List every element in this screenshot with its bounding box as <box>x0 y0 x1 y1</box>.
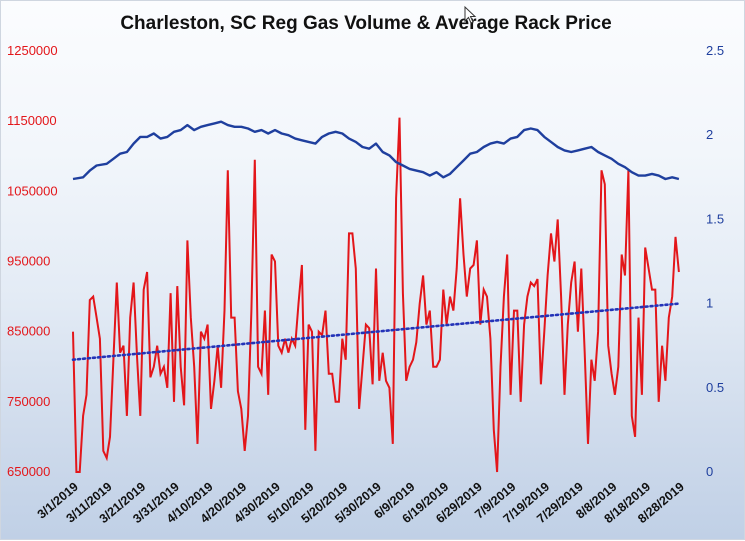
chart-title: Charleston, SC Reg Gas Volume & Average … <box>120 13 611 34</box>
y-right-tick-label: 0.5 <box>706 380 724 395</box>
y-right-tick-label: 1 <box>706 296 713 311</box>
mouse-cursor-icon <box>464 5 477 24</box>
y-left-tick-label: 1250000 <box>7 43 58 58</box>
y-right-tick-label: 0 <box>706 464 713 479</box>
series-layer <box>71 117 681 473</box>
y-right-tick-label: 2.5 <box>706 43 724 58</box>
y-right-ticks: 0 0.5 1 1.5 2 2.5 <box>706 43 724 479</box>
y-left-tick-label: 1050000 <box>7 183 58 198</box>
trendline-series <box>71 302 681 362</box>
x-ticks: 3/1/20193/11/20193/21/20193/31/20194/10/… <box>35 480 687 527</box>
y-left-tick-label: 1150000 <box>7 113 57 128</box>
y-right-tick-label: 1.5 <box>706 211 724 226</box>
gas-volume-series-line <box>72 117 680 473</box>
y-left-tick-label: 950000 <box>7 254 50 269</box>
y-left-ticks: 650000 750000 850000 950000 1050000 1150000 12… <box>7 43 58 479</box>
y-left-tick-label: 750000 <box>7 394 50 409</box>
y-left-tick-label: 850000 <box>7 324 50 339</box>
y-left-tick-label: 650000 <box>7 464 50 479</box>
y-right-tick-label: 2 <box>706 127 713 142</box>
rack-price-series-line <box>72 120 680 181</box>
